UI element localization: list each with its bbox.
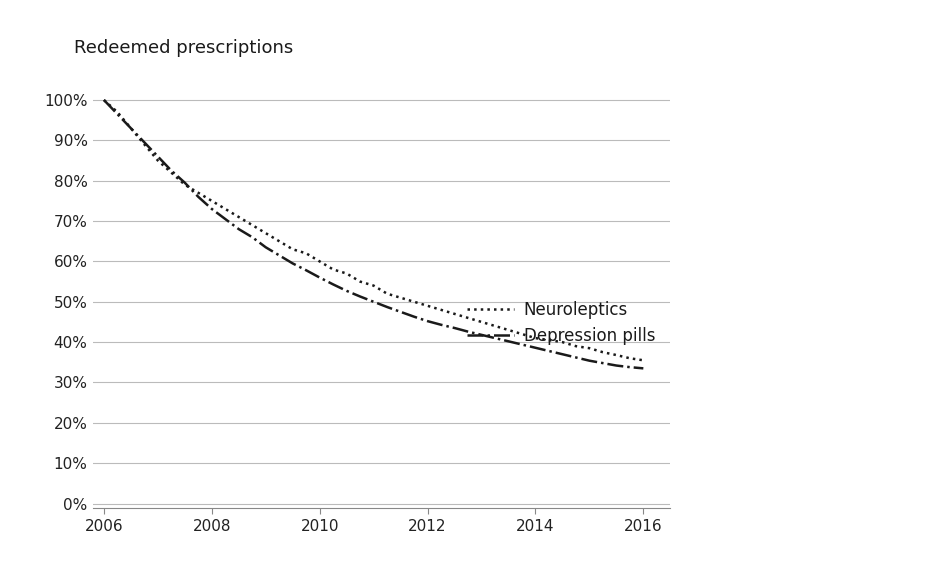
Depression pills — [571, 354, 582, 361]
Neuroleptics — [490, 323, 501, 329]
Depression pills — [476, 332, 487, 338]
Depression pills — [99, 96, 110, 103]
Depression pills — [503, 338, 514, 345]
Neuroleptics — [449, 311, 460, 318]
Neuroleptics — [328, 266, 339, 273]
Depression pills — [584, 358, 595, 364]
Depression pills — [638, 365, 649, 372]
Neuroleptics — [301, 250, 312, 257]
Neuroleptics — [220, 205, 231, 212]
Neuroleptics — [409, 298, 420, 305]
Depression pills — [530, 345, 541, 351]
Depression pills — [180, 179, 191, 186]
Depression pills — [126, 125, 137, 131]
Depression pills — [625, 364, 636, 371]
Neuroleptics — [260, 230, 271, 236]
Depression pills — [409, 314, 420, 320]
Neuroleptics — [112, 109, 123, 116]
Depression pills — [490, 334, 501, 341]
Neuroleptics — [206, 197, 217, 204]
Neuroleptics — [314, 258, 325, 265]
Depression pills — [598, 360, 609, 367]
Legend: Neuroleptics, Depression pills: Neuroleptics, Depression pills — [461, 294, 662, 352]
Text: Redeemed prescriptions: Redeemed prescriptions — [74, 39, 293, 58]
Depression pills — [611, 362, 622, 369]
Neuroleptics — [99, 96, 110, 103]
Depression pills — [328, 281, 339, 288]
Depression pills — [153, 153, 164, 160]
Depression pills — [112, 111, 123, 117]
Neuroleptics — [544, 337, 555, 343]
Neuroleptics — [571, 343, 582, 350]
Neuroleptics — [611, 352, 622, 359]
Depression pills — [260, 244, 271, 250]
Depression pills — [449, 325, 460, 332]
Neuroleptics — [247, 222, 258, 228]
Neuroleptics — [166, 169, 177, 176]
Neuroleptics — [355, 278, 366, 285]
Depression pills — [233, 226, 244, 232]
Neuroleptics — [503, 327, 514, 333]
Neuroleptics — [463, 315, 474, 321]
Depression pills — [274, 252, 285, 259]
Neuroleptics — [517, 331, 528, 337]
Neuroleptics — [341, 270, 352, 277]
Depression pills — [301, 267, 312, 274]
Neuroleptics — [395, 294, 406, 301]
Depression pills — [436, 321, 447, 328]
Depression pills — [193, 193, 204, 200]
Depression pills — [166, 167, 177, 174]
Neuroleptics — [180, 182, 191, 188]
Neuroleptics — [193, 190, 204, 196]
Depression pills — [355, 293, 366, 300]
Neuroleptics — [584, 345, 595, 351]
Neuroleptics — [625, 355, 636, 362]
Depression pills — [544, 347, 555, 354]
Neuroleptics — [436, 306, 447, 313]
Line: Depression pills: Depression pills — [104, 100, 643, 368]
Neuroleptics — [287, 246, 298, 253]
Neuroleptics — [233, 214, 244, 221]
Depression pills — [382, 303, 393, 310]
Neuroleptics — [274, 238, 285, 245]
Depression pills — [206, 205, 217, 212]
Neuroleptics — [530, 334, 541, 341]
Neuroleptics — [153, 157, 164, 164]
Neuroleptics — [382, 290, 393, 297]
Neuroleptics — [476, 319, 487, 325]
Depression pills — [341, 288, 352, 294]
Depression pills — [517, 341, 528, 348]
Neuroleptics — [139, 141, 150, 148]
Depression pills — [395, 309, 406, 315]
Neuroleptics — [126, 125, 137, 131]
Neuroleptics — [368, 282, 379, 289]
Depression pills — [422, 318, 433, 324]
Depression pills — [463, 328, 474, 335]
Neuroleptics — [598, 349, 609, 355]
Line: Neuroleptics: Neuroleptics — [104, 100, 643, 360]
Neuroleptics — [638, 357, 649, 364]
Neuroleptics — [557, 339, 568, 346]
Depression pills — [557, 351, 568, 358]
Depression pills — [314, 274, 325, 281]
Depression pills — [247, 234, 258, 241]
Depression pills — [220, 215, 231, 222]
Depression pills — [139, 139, 150, 146]
Neuroleptics — [422, 302, 433, 309]
Depression pills — [287, 260, 298, 267]
Depression pills — [368, 298, 379, 305]
